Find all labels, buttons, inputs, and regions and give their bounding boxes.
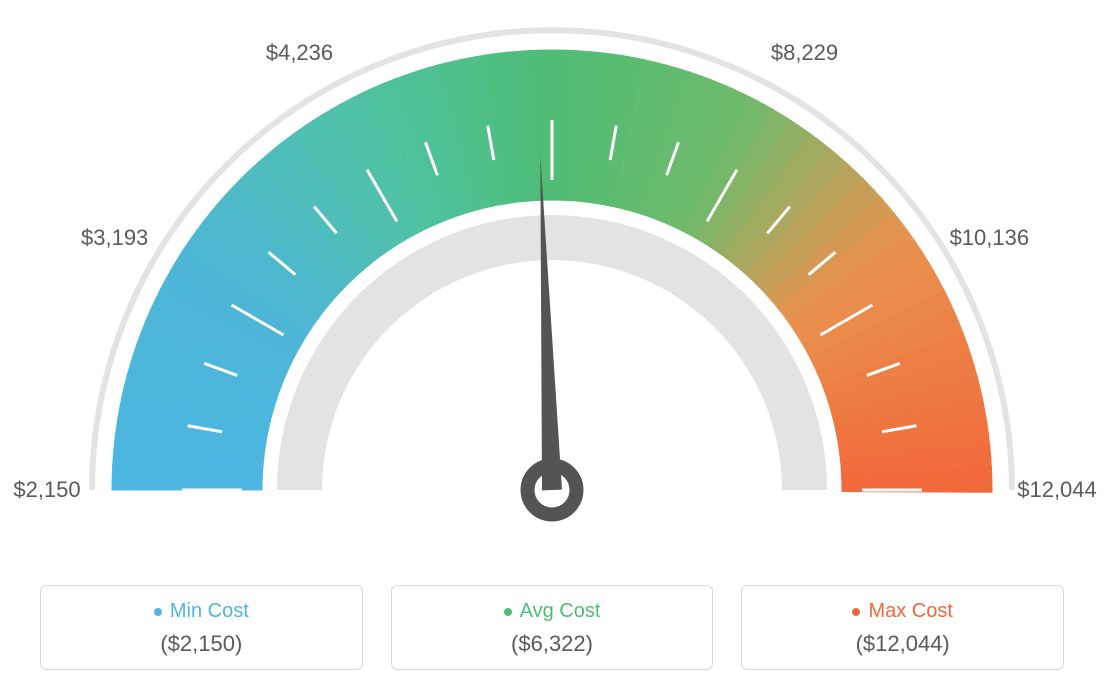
max-cost-card: Max Cost ($12,044) [741, 585, 1064, 670]
avg-cost-card: Avg Cost ($6,322) [391, 585, 714, 670]
gauge-tick-label: $3,193 [81, 225, 148, 251]
dot-icon [154, 608, 162, 616]
gauge-svg [0, 0, 1104, 540]
gauge-tick-label: $2,150 [13, 477, 80, 503]
dot-icon [504, 608, 512, 616]
max-cost-value: ($12,044) [752, 631, 1053, 657]
avg-cost-value: ($6,322) [402, 631, 703, 657]
gauge-tick-label: $10,136 [950, 225, 1030, 251]
gauge-tick-label: $4,236 [266, 40, 333, 66]
summary-cards: Min Cost ($2,150) Avg Cost ($6,322) Max … [40, 585, 1064, 670]
min-cost-label: Min Cost [170, 600, 249, 623]
max-cost-title: Max Cost [852, 600, 952, 623]
gauge-chart: $2,150$3,193$4,236$6,322$8,229$10,136$12… [0, 0, 1104, 540]
avg-cost-title: Avg Cost [504, 600, 601, 623]
gauge-tick-label: $12,044 [1017, 477, 1097, 503]
dot-icon [852, 608, 860, 616]
avg-cost-label: Avg Cost [520, 600, 601, 623]
min-cost-card: Min Cost ($2,150) [40, 585, 363, 670]
min-cost-value: ($2,150) [51, 631, 352, 657]
min-cost-title: Min Cost [154, 600, 249, 623]
gauge-tick-label: $8,229 [771, 40, 838, 66]
max-cost-label: Max Cost [868, 600, 952, 623]
